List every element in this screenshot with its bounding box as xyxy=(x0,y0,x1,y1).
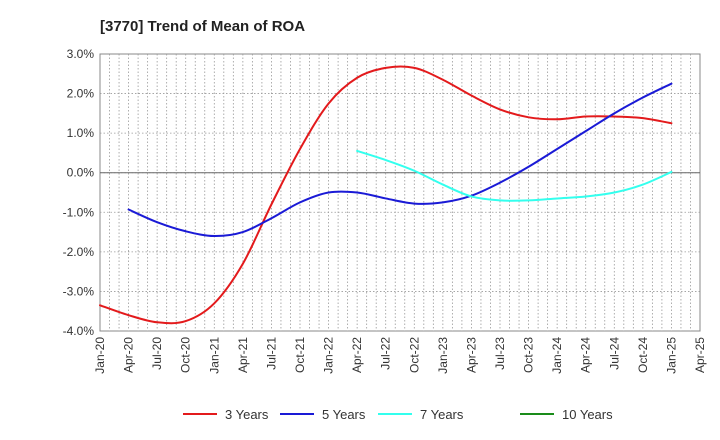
x-tick-label: Apr-22 xyxy=(350,337,364,373)
legend-label: 5 Years xyxy=(322,407,366,422)
x-tick-label: Jul-23 xyxy=(493,337,507,370)
x-tick-label: Oct-20 xyxy=(179,337,193,373)
x-tick-label: Jul-22 xyxy=(379,337,393,370)
y-tick-label: 2.0% xyxy=(67,87,95,101)
x-tick-label: Jul-21 xyxy=(264,337,278,370)
series-line-1 xyxy=(99,65,673,325)
plot-area xyxy=(99,53,701,332)
legend-label: 10 Years xyxy=(562,407,613,422)
x-tick-label: Apr-23 xyxy=(464,337,478,373)
y-axis-ticks: 3.0% 2.0% 1.0% 0.0% -1.0% -2.0% -3.0% -4.0% xyxy=(63,47,95,338)
x-tick-label: Oct-23 xyxy=(522,337,536,373)
series-line-3 xyxy=(356,149,673,202)
x-tick-label: Jan-22 xyxy=(322,337,336,374)
x-tick-label: Apr-24 xyxy=(579,337,593,373)
x-tick-label: Apr-20 xyxy=(122,337,136,373)
x-tick-label: Jan-25 xyxy=(664,337,678,374)
series-lines xyxy=(99,65,673,325)
y-tick-label: -4.0% xyxy=(63,324,95,338)
x-tick-label: Jan-21 xyxy=(207,337,221,374)
x-tick-label: Jan-20 xyxy=(93,337,107,374)
legend-label: 3 Years xyxy=(225,407,269,422)
x-tick-label: Jan-23 xyxy=(436,337,450,374)
x-tick-label: Apr-25 xyxy=(693,337,707,373)
y-tick-label: -2.0% xyxy=(63,245,95,259)
x-tick-label: Oct-24 xyxy=(636,337,650,373)
y-tick-label: -3.0% xyxy=(63,284,95,298)
x-tick-label: Oct-22 xyxy=(407,337,421,373)
legend-label: 7 Years xyxy=(420,407,464,422)
x-tick-label: Apr-21 xyxy=(236,337,250,373)
legend: 3 Years 5 Years 7 Years 10 Years xyxy=(183,407,613,422)
x-tick-label: Oct-21 xyxy=(293,337,307,373)
chart-title: [3770] Trend of Mean of ROA xyxy=(100,18,305,35)
x-tick-label: Jul-24 xyxy=(607,337,621,370)
y-tick-label: -1.0% xyxy=(63,205,95,219)
y-tick-label: 3.0% xyxy=(67,47,95,61)
y-tick-label: 1.0% xyxy=(67,126,95,140)
series-line-2 xyxy=(127,82,673,238)
y-tick-label: 0.0% xyxy=(67,166,95,180)
x-axis-ticks: Jan-20 Apr-20 Jul-20 Oct-20 Jan-21 Apr-21 Jul-… xyxy=(93,337,707,374)
x-tick-label: Jan-24 xyxy=(550,337,564,374)
x-tick-label: Jul-20 xyxy=(150,337,164,370)
